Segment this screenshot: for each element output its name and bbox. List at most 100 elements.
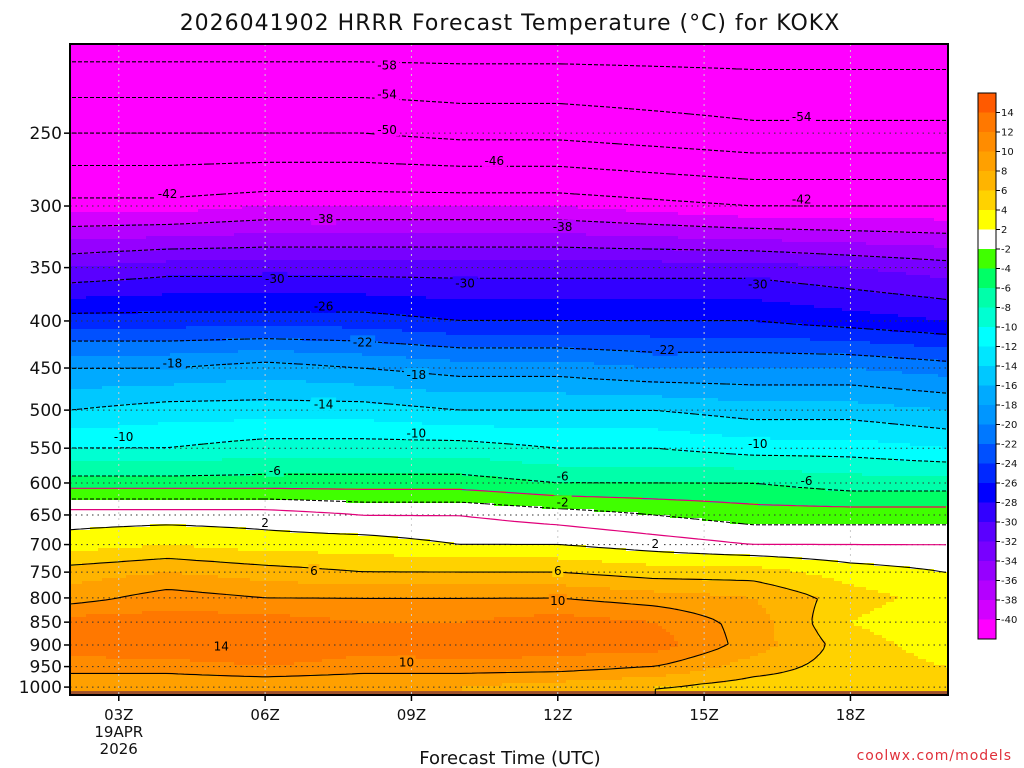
field-cell [270, 56, 275, 60]
field-cell [330, 44, 335, 48]
field-cell [262, 53, 267, 57]
field-cell [838, 56, 843, 60]
field-cell [478, 44, 483, 48]
field-cell [182, 65, 187, 69]
field-cell [534, 56, 539, 60]
field-cell [474, 59, 479, 63]
field-cell [554, 47, 559, 51]
field-cell [358, 44, 363, 48]
field-cell [602, 44, 607, 48]
field-cell [450, 44, 455, 48]
field-cell [150, 59, 155, 63]
field-cell [746, 59, 751, 63]
field-cell [602, 53, 607, 57]
field-cell [866, 50, 871, 54]
field-cell [642, 53, 647, 57]
field-cell [750, 56, 755, 60]
field-cell [514, 50, 519, 54]
field-cell [202, 50, 207, 54]
field-cell [458, 44, 463, 48]
field-cell [94, 56, 99, 60]
field-cell [322, 68, 327, 72]
field-cell [534, 68, 539, 72]
field-cell [550, 56, 555, 60]
field-cell [618, 47, 623, 51]
field-cell [314, 44, 319, 48]
field-cell [534, 44, 539, 48]
field-cell [794, 47, 799, 51]
field-cell [838, 53, 843, 57]
field-cell [250, 53, 255, 57]
field-cell [318, 62, 323, 66]
field-cell [86, 65, 91, 69]
field-cell [190, 68, 195, 72]
field-cell [530, 65, 535, 69]
field-cell [354, 50, 359, 54]
field-cell [722, 53, 727, 57]
field-cell [678, 59, 683, 63]
field-cell [410, 50, 415, 54]
field-cell [810, 50, 815, 54]
field-cell [694, 44, 699, 48]
field-cell [146, 62, 151, 66]
field-cell [514, 59, 519, 63]
field-cell [126, 59, 131, 63]
field-cell [762, 56, 767, 60]
field-cell [106, 56, 111, 60]
field-cell [934, 47, 939, 51]
field-cell [354, 47, 359, 51]
field-cell [502, 47, 507, 51]
field-cell [202, 62, 207, 66]
field-cell [442, 65, 447, 69]
field-cell [314, 53, 319, 57]
field-cell [666, 50, 671, 54]
field-cell [114, 44, 119, 48]
field-cell [246, 68, 251, 72]
field-cell [286, 59, 291, 63]
field-cell [414, 62, 419, 66]
field-cell [342, 50, 347, 54]
field-cell [186, 53, 191, 57]
field-cell [214, 53, 219, 57]
field-cell [306, 53, 311, 57]
field-cell [922, 56, 927, 60]
field-cell [822, 62, 827, 66]
field-cell [446, 47, 451, 51]
field-cell [630, 47, 635, 51]
field-cell [110, 47, 115, 51]
field-cell [218, 62, 223, 66]
field-cell [890, 56, 895, 60]
field-cell [774, 65, 779, 69]
field-cell [522, 53, 527, 57]
field-cell [730, 50, 735, 54]
field-cell [122, 53, 127, 57]
field-cell [858, 59, 863, 63]
field-cell [554, 65, 559, 69]
field-cell [158, 47, 163, 51]
field-cell [930, 47, 935, 51]
field-cell [866, 53, 871, 57]
field-cell [670, 44, 675, 48]
field-cell [246, 62, 251, 66]
field-cell [914, 59, 919, 63]
field-cell [326, 53, 331, 57]
field-cell [690, 47, 695, 51]
field-cell [898, 56, 903, 60]
field-cell [374, 47, 379, 51]
field-cell [446, 53, 451, 57]
field-cell [190, 65, 195, 69]
field-cell [654, 44, 659, 48]
field-cell [518, 59, 523, 63]
field-cell [798, 50, 803, 54]
field-cell [906, 59, 911, 63]
field-cell [714, 62, 719, 66]
field-cell [442, 59, 447, 63]
field-cell [566, 56, 571, 60]
field-cell [494, 56, 499, 60]
field-cell [798, 65, 803, 69]
field-cell [78, 50, 83, 54]
field-cell [494, 50, 499, 54]
field-cell [122, 59, 127, 63]
field-cell [614, 56, 619, 60]
field-cell [602, 56, 607, 60]
